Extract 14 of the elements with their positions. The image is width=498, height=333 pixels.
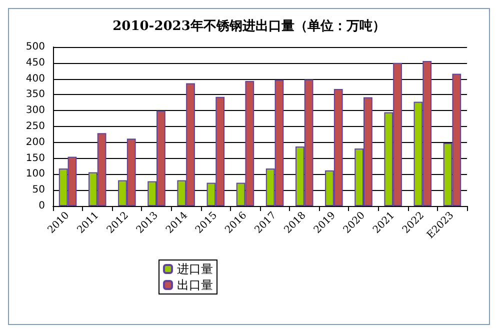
y-tick-label: 450 xyxy=(26,57,45,68)
y-tick-label: 200 xyxy=(26,136,45,148)
y-tick-label: 150 xyxy=(26,152,45,164)
y-tick-label: 300 xyxy=(26,105,45,116)
chart-title: 2010-2023年不锈钢进出口量（单位：万吨） xyxy=(112,18,386,34)
y-tick-label: 250 xyxy=(26,121,45,132)
y-tick-label: 500 xyxy=(26,42,45,52)
y-tick-label: 100 xyxy=(26,168,45,180)
y-tick-label: 400 xyxy=(26,73,45,84)
legend-label: 进口量 xyxy=(177,262,213,276)
y-tick-label: 350 xyxy=(26,89,45,100)
legend-label: 出口量 xyxy=(177,278,213,292)
y-tick-label: 50 xyxy=(32,184,45,196)
y-tick-label: 0 xyxy=(38,200,45,212)
